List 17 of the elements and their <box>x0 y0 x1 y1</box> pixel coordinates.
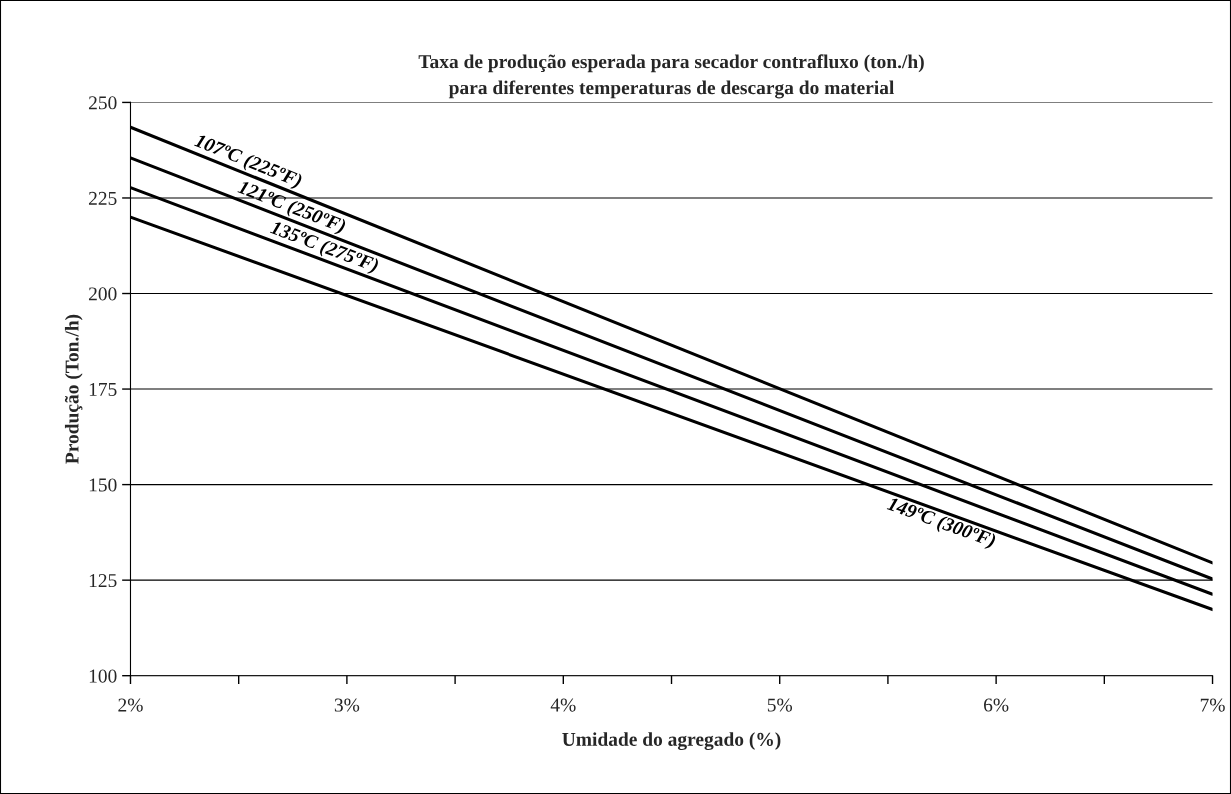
x-tick-label: 4% <box>550 698 576 712</box>
x-axis-title: Umidade do agregado (%) <box>562 732 781 750</box>
x-tick-label: 2% <box>118 698 143 712</box>
x-tick-label: 7% <box>1200 698 1225 712</box>
y-tick-label: 125 <box>89 574 117 588</box>
x-tick-label: 3% <box>334 698 360 712</box>
chart-title: Taxa de produção esperada para secador contrafluxo (ton./h) para diferentes temperaturas de descarga do material <box>418 54 924 99</box>
y-tick-label: 150 <box>89 478 117 492</box>
y-tick-label: 250 <box>88 96 117 110</box>
y-tick-label: 200 <box>88 287 117 301</box>
x-tick-label: 5% <box>767 698 793 712</box>
y-tick-label: 100 <box>89 669 117 683</box>
y-tick-label: 175 <box>89 382 117 396</box>
y-axis-title: Produção (Ton./h) <box>64 314 83 464</box>
text: 149ºC (300ºF) <box>885 496 997 551</box>
x-tick-label: 6% <box>984 698 1009 712</box>
y-tick-label: 225 <box>88 191 117 205</box>
